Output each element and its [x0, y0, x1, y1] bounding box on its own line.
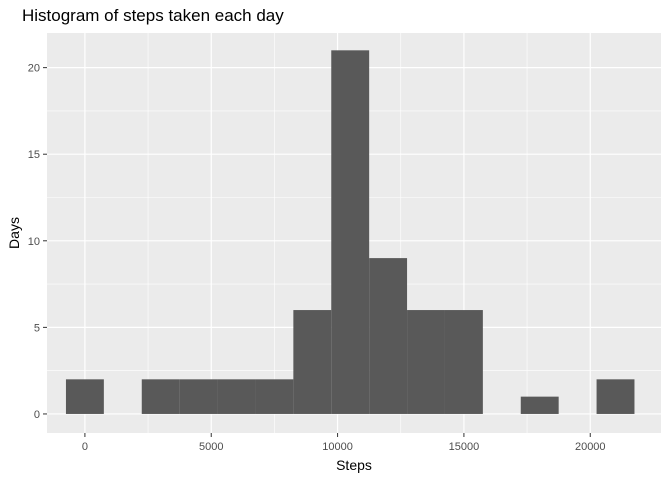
- y-axis-title: Days: [6, 217, 22, 249]
- histogram-bar: [65, 379, 104, 414]
- histogram-bar: [520, 396, 559, 414]
- histogram-bar: [293, 310, 332, 414]
- y-tick-label: 15: [28, 149, 40, 161]
- histogram-bar: [596, 379, 635, 414]
- histogram-bar: [141, 379, 180, 414]
- chart-title: Histogram of steps taken each day: [22, 6, 284, 25]
- y-tick-label: 10: [28, 236, 40, 248]
- histogram-bar: [444, 310, 483, 414]
- x-axis-title: Steps: [336, 457, 372, 473]
- y-tick-label: 0: [34, 409, 40, 421]
- x-tick-label: 0: [82, 441, 88, 453]
- histogram-bar: [217, 379, 256, 414]
- histogram-bar: [331, 50, 370, 414]
- histogram-bars: [65, 50, 635, 414]
- x-axis-ticks: 0 5000 10000 15000 20000: [82, 433, 606, 453]
- histogram-bar: [179, 379, 218, 414]
- x-tick-label: 20000: [575, 441, 606, 453]
- y-axis-ticks: 0 5 10 15 20: [28, 63, 47, 421]
- histogram-bar: [407, 310, 445, 414]
- x-tick-label: 15000: [449, 441, 480, 453]
- histogram-bar: [369, 258, 408, 414]
- y-tick-label: 5: [34, 322, 40, 334]
- y-tick-label: 20: [28, 63, 40, 75]
- x-tick-label: 10000: [322, 441, 353, 453]
- x-tick-label: 5000: [199, 441, 223, 453]
- histogram-bar: [255, 379, 294, 414]
